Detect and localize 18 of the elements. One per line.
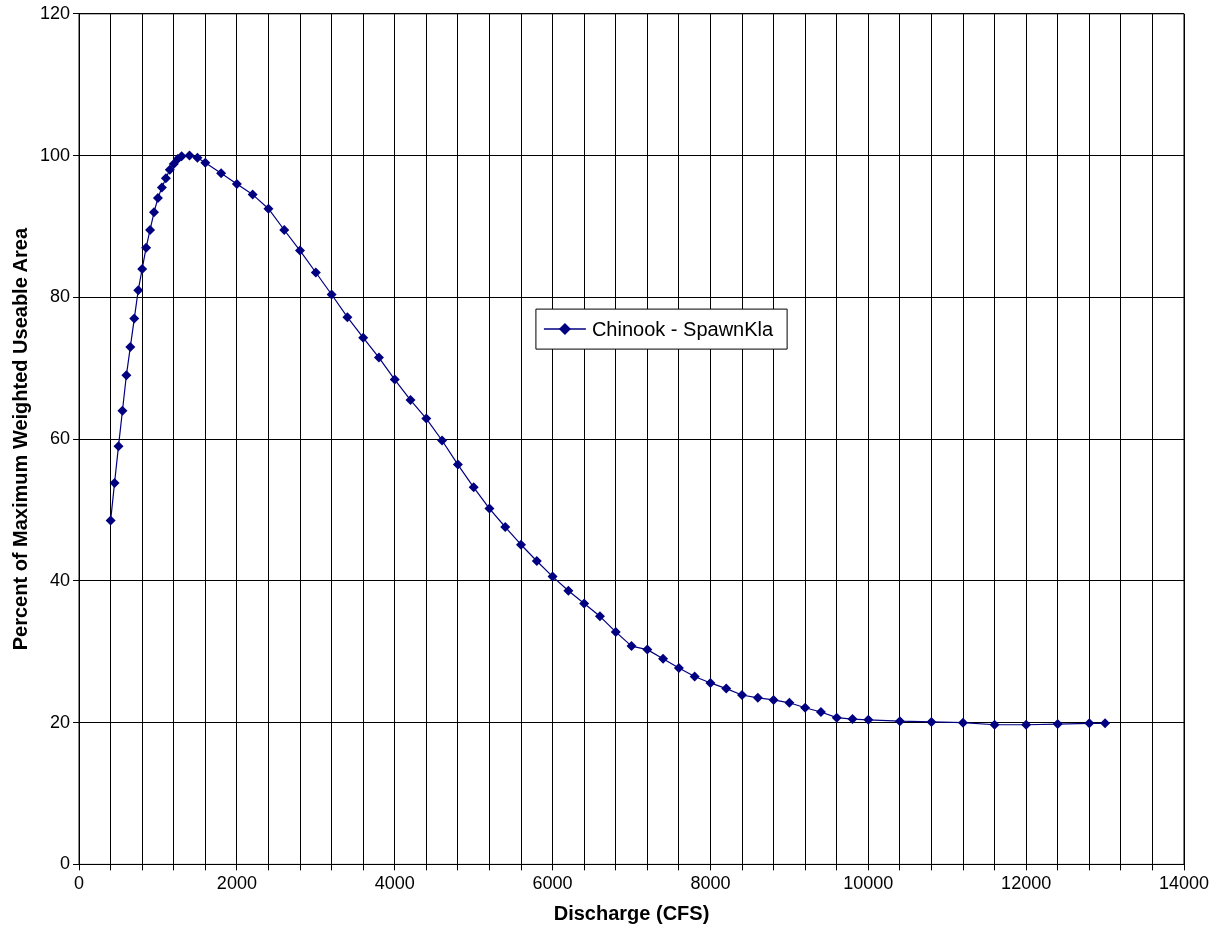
x-tick-label: 14000 xyxy=(1158,873,1210,894)
x-tick-label: 12000 xyxy=(1001,873,1052,894)
x-tick-label: 2000 xyxy=(216,873,257,894)
x-axis-title: Discharge (CFS) xyxy=(553,901,710,924)
y-tick-label: 40 xyxy=(50,569,71,590)
y-tick-label: 120 xyxy=(39,2,71,23)
y-tick-label: 0 xyxy=(60,853,71,874)
x-tick-label: 10000 xyxy=(843,873,894,894)
x-tick-label: 8000 xyxy=(690,873,731,894)
y-axis-title: Percent of Maximum Weighted Useable Area xyxy=(8,227,31,651)
x-tick-label: 0 xyxy=(74,873,85,894)
legend-label: Chinook - SpawnKla xyxy=(591,317,774,340)
y-tick-label: 80 xyxy=(50,286,71,307)
y-tick-label: 20 xyxy=(50,711,71,732)
y-tick-label: 60 xyxy=(50,428,71,449)
x-tick-label: 4000 xyxy=(374,873,415,894)
x-tick-label: 6000 xyxy=(532,873,573,894)
y-tick-label: 100 xyxy=(39,144,71,165)
